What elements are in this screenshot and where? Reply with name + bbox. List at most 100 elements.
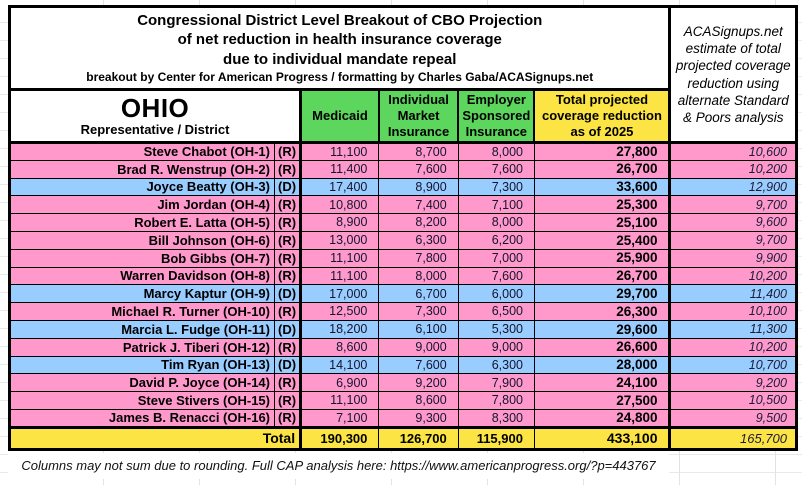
sp-estimate-column-header: ACASignups.net estimate of total project… (668, 5, 798, 144)
district-row: Marcia L. Fudge (OH-11) (D) 18,200 6,100 5,3… (8, 319, 798, 339)
sp-estimate-value: 12,900 (668, 177, 798, 197)
employer-sponsored-value: 8,300 (457, 408, 535, 428)
district-row: Michael R. Turner (OH-10) (R) 12,500 7,300 6… (8, 302, 798, 321)
individual-market-value: 7,800 (378, 248, 459, 268)
sp-estimate-value: 9,700 (668, 195, 798, 215)
employer-sponsored-value: 7,600 (457, 266, 535, 286)
medicaid-value: 10,800 (299, 195, 380, 215)
title-row: Congressional District Level Breakout of… (7, 5, 798, 144)
representative-name: Marcia L. Fudge (OH-11) (8, 319, 275, 339)
footnote: Columns may not sum due to rounding. Ful… (8, 453, 669, 479)
sp-estimate-value: 9,600 (668, 213, 798, 232)
employer-sponsored-value: 7,900 (457, 373, 535, 393)
individual-market-value: 7,600 (378, 355, 459, 375)
employer-sponsored-column-header: Employer Sponsored Insurance (457, 88, 536, 144)
party-affiliation: (R) (273, 142, 302, 161)
total-projected-value: 27,800 (533, 142, 671, 161)
total-projected-value: 25,300 (533, 195, 671, 215)
sp-estimate-value: 10,200 (668, 159, 798, 179)
party-affiliation: (R) (273, 195, 302, 215)
total-projected-value: 29,700 (533, 284, 671, 304)
sp-estimate-value: 10,100 (668, 302, 798, 321)
title-byline: breakout by Center for American Progress… (86, 69, 594, 84)
district-row: Jim Jordan (OH-4) (R) 10,800 7,400 7,100 25,3… (8, 195, 798, 215)
medicaid-value: 18,200 (299, 319, 380, 339)
district-row: Marcy Kaptur (OH-9) (D) 17,000 6,700 6,000 29… (8, 284, 798, 304)
column-header-row: OHIO Representative / District Medicaid … (7, 88, 797, 144)
total-individual: 126,700 (378, 425, 459, 451)
party-affiliation: (R) (273, 159, 302, 179)
individual-market-value: 7,300 (378, 302, 459, 321)
employer-sponsored-value: 7,300 (457, 177, 535, 197)
total-coverage-reduction: 433,100 (533, 425, 671, 451)
employer-sponsored-value: 6,300 (457, 355, 535, 375)
title-line-2: of net reduction in health insurance cov… (177, 31, 502, 49)
employer-sponsored-value: 9,000 (457, 337, 535, 357)
representative-name: Tim Ryan (OH-13) (8, 355, 275, 375)
representative-name: Steve Stivers (OH-15) (8, 391, 275, 410)
medicaid-value: 13,000 (299, 230, 380, 250)
total-projected-column-header: Total projected coverage reduction as of… (533, 88, 672, 144)
title-line-1: Congressional District Level Breakout of… (137, 11, 543, 29)
sp-estimate-value: 9,700 (668, 230, 798, 250)
representative-name: Warren Davidson (OH-8) (8, 266, 275, 286)
party-affiliation: (D) (273, 319, 302, 339)
individual-market-value: 9,200 (378, 373, 459, 393)
district-row: James B. Renacci (OH-16) (R) 7,100 9,300 8,3… (8, 408, 798, 428)
party-affiliation: (R) (273, 373, 302, 393)
party-affiliation: (R) (273, 391, 302, 410)
individual-market-value: 9,000 (378, 337, 459, 357)
employer-sponsored-value: 6,500 (457, 302, 535, 321)
representative-name: Steve Chabot (OH-1) (8, 142, 275, 161)
total-label: Total (7, 425, 302, 451)
medicaid-column-header: Medicaid (299, 88, 380, 144)
sp-estimate-value: 10,700 (668, 355, 798, 375)
representative-name: Bill Johnson (OH-6) (8, 230, 275, 250)
district-row: Warren Davidson (OH-8) (R) 11,100 8,000 7,60… (8, 266, 798, 286)
sp-estimate-value: 11,400 (668, 284, 798, 304)
district-row: David P. Joyce (OH-14) (R) 6,900 9,200 7,900… (8, 373, 798, 393)
individual-market-value: 8,700 (378, 142, 459, 161)
employer-sponsored-value: 6,000 (457, 284, 535, 304)
total-projected-value: 28,000 (533, 355, 671, 375)
total-projected-value: 29,600 (533, 319, 671, 339)
medicaid-value: 11,100 (299, 142, 380, 161)
total-employer: 115,900 (457, 425, 535, 451)
medicaid-value: 12,500 (299, 302, 380, 321)
employer-sponsored-value: 6,200 (457, 230, 535, 250)
representative-name: David P. Joyce (OH-14) (8, 373, 275, 393)
medicaid-value: 11,100 (299, 248, 380, 268)
sp-estimate-value: 10,600 (668, 142, 798, 161)
sp-estimate-value: 9,200 (668, 373, 798, 393)
party-affiliation: (D) (273, 284, 302, 304)
representative-name: Patrick J. Tiberi (OH-12) (8, 337, 275, 357)
medicaid-value: 11,100 (299, 391, 380, 410)
sp-estimate-value: 9,500 (668, 408, 798, 428)
medicaid-value: 7,100 (299, 408, 380, 428)
district-row: Tim Ryan (OH-13) (D) 14,100 7,600 6,300 28,00… (8, 355, 798, 375)
representative-name: Bob Gibbs (OH-7) (8, 248, 275, 268)
state-header-cell: OHIO Representative / District (7, 88, 303, 144)
party-affiliation: (D) (273, 177, 302, 197)
employer-sponsored-value: 5,300 (457, 319, 535, 339)
table-title-block: Congressional District Level Breakout of… (7, 5, 672, 91)
party-affiliation: (R) (273, 302, 302, 321)
party-affiliation: (D) (273, 355, 302, 375)
total-projected-value: 25,400 (533, 230, 671, 250)
sp-estimate-value: 10,500 (668, 391, 798, 410)
total-projected-value: 26,700 (533, 266, 671, 286)
representative-district-label: Representative / District (80, 122, 230, 138)
district-row: Steve Stivers (OH-15) (R) 11,100 8,600 7,800… (8, 391, 798, 410)
table-body: Steve Chabot (OH-1) (R) 11,100 8,700 8,000 27… (8, 142, 798, 428)
sp-estimate-value: 11,300 (668, 319, 798, 339)
individual-market-column-header: Individual Market Insurance (377, 88, 460, 144)
employer-sponsored-value: 8,000 (457, 213, 535, 232)
representative-name: Robert E. Latta (OH-5) (8, 213, 275, 232)
total-projected-value: 26,300 (533, 302, 671, 321)
total-projected-value: 24,800 (533, 408, 671, 428)
medicaid-value: 8,600 (299, 337, 380, 357)
employer-sponsored-value: 7,800 (457, 391, 535, 410)
employer-sponsored-value: 7,100 (457, 195, 535, 215)
medicaid-value: 11,400 (299, 159, 380, 179)
individual-market-value: 6,700 (378, 284, 459, 304)
